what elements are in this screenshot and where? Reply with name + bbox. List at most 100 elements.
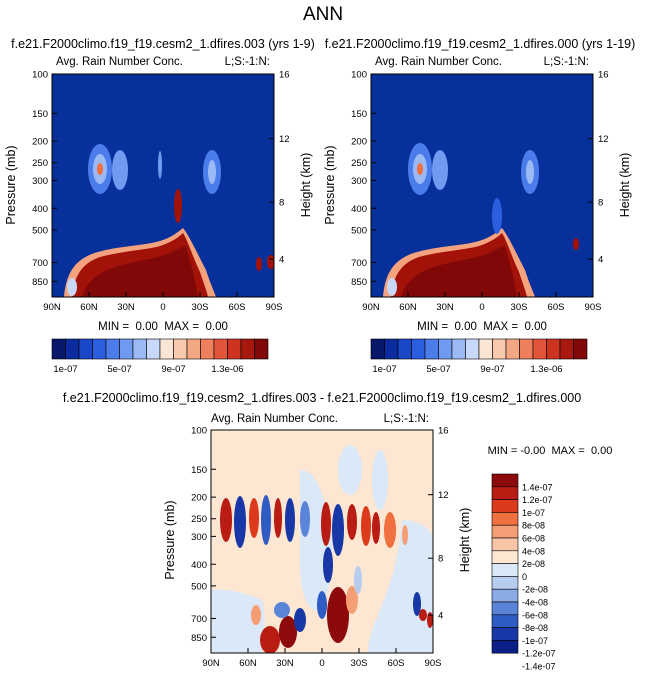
colorbar-swatch — [146, 338, 161, 360]
panel-1-feature-2 — [112, 150, 128, 190]
x-tick-label: 60S — [229, 302, 246, 313]
colorbar-label: -2e-08 — [522, 585, 548, 595]
x-tick-label: 60N — [399, 302, 417, 313]
colorbar-swatch — [573, 338, 588, 360]
right-tick-label: 4 — [598, 255, 603, 266]
x-tick-label: 60S — [548, 302, 565, 313]
colorbar-label: -8e-08 — [522, 623, 548, 633]
panel-3-axes: 100 150 200 250 300 400 500 700 850 90N 60N 30N 0 30S… — [191, 426, 448, 670]
x-tick-label: 0 — [160, 302, 165, 313]
x-tick-label: 30N — [276, 658, 294, 669]
colorbar-swatch — [384, 338, 399, 360]
y-tick-label: 700 — [32, 258, 48, 269]
colorbar-label: 2e-08 — [522, 559, 545, 569]
colorbar-swatch — [491, 627, 519, 641]
x-tick-label: 30N — [117, 302, 135, 313]
right-tick-label: 8 — [598, 198, 603, 209]
colorbar-swatch — [424, 338, 439, 360]
colorbar-swatch — [92, 338, 107, 360]
colorbar-label: 8e-08 — [522, 521, 545, 531]
panel-3-stats: MIN = -0.00 MAX = 0.00 — [488, 445, 613, 457]
colorbar-swatch — [491, 576, 519, 590]
panel-2-subtitle-left: Avg. Rain Number Conc. — [375, 56, 502, 68]
right-tick-label: 4 — [279, 255, 284, 266]
y-tick-label: 700 — [351, 258, 367, 269]
panel-1-subtitle-left: Avg. Rain Number Conc. — [56, 56, 183, 68]
panel-3-colorbar: 1.4e-07 1.2e-07 1e-07 8e-08 6e-08 4e-08 2e-08 0… — [491, 473, 556, 672]
right-tick-label: 4 — [438, 611, 443, 622]
panel-1-field — [52, 74, 274, 297]
panel-1-title: f.e21.F2000climo.f19_f19.cesm2_1.dfires.… — [11, 37, 315, 51]
panel-1-feature-3 — [158, 151, 162, 179]
colorbar-swatch — [132, 338, 147, 360]
y-tick-label: 250 — [32, 158, 48, 169]
panel-2-feature-4 — [492, 198, 502, 234]
colorbar-label: 4e-08 — [522, 546, 545, 556]
colorbar-swatch — [491, 473, 519, 488]
x-tick-label: 90S — [585, 302, 602, 313]
colorbar-swatch — [559, 338, 574, 360]
y-tick-label: 150 — [191, 465, 207, 476]
panel-2-title: f.e21.F2000climo.f19_f19.cesm2_1.dfires.… — [325, 37, 636, 51]
x-tick-label: 90S — [266, 302, 283, 313]
colorbar-swatch — [492, 338, 507, 360]
colorbar-swatch — [491, 499, 519, 513]
y-tick-label: 100 — [191, 426, 207, 437]
colorbar-swatch — [119, 338, 134, 360]
colorbar-swatch — [213, 338, 228, 360]
colorbar-label: 1e-07 — [372, 364, 396, 375]
panel-3-upper-dipoles — [220, 495, 408, 556]
colorbar-swatch — [397, 338, 412, 360]
colorbar-label: 1.4e-07 — [522, 482, 553, 492]
colorbar-swatch — [491, 601, 519, 616]
panel-3: f.e21.F2000climo.f19_f19.cesm2_1.dfires.… — [63, 391, 613, 672]
colorbar-swatch — [491, 563, 519, 577]
x-tick-label: 30S — [351, 658, 368, 669]
colorbar-label: 9e-07 — [480, 364, 504, 375]
y-tick-label: 500 — [191, 581, 207, 592]
right-tick-label: 12 — [279, 134, 290, 145]
colorbar-label: 0 — [522, 572, 527, 582]
panel-1-feature-6 — [256, 257, 262, 271]
right-tick-label: 16 — [438, 426, 449, 437]
x-tick-label: 0 — [479, 302, 484, 313]
colorbar-label: 9e-07 — [161, 364, 185, 375]
colorbar-swatch — [105, 338, 120, 360]
colorbar-label: 6e-08 — [522, 534, 545, 544]
colorbar-label: -1e-07 — [522, 636, 548, 646]
y-tick-label: 400 — [191, 560, 207, 571]
y-tick-label: 850 — [191, 633, 207, 644]
colorbar-swatch — [438, 338, 453, 360]
panel-1-ylabel-right: Height (km) — [299, 153, 313, 218]
x-tick-label: 90N — [362, 302, 380, 313]
colorbar-swatch — [200, 338, 215, 360]
y-tick-label: 200 — [32, 137, 48, 148]
panel-3-ylabel: Pressure (mb) — [163, 500, 177, 579]
page-title: ANN — [303, 4, 343, 25]
colorbar-label: -6e-08 — [522, 610, 548, 620]
y-tick-label: 850 — [351, 277, 367, 288]
colorbar-swatch — [491, 512, 519, 526]
colorbar-label: 1e-07 — [53, 364, 77, 375]
colorbar-swatch — [465, 338, 480, 360]
right-tick-label: 12 — [438, 490, 449, 501]
colorbar-label: 1.3e-06 — [530, 364, 562, 375]
panel-3-lower-features — [251, 547, 433, 653]
colorbar-label: 5e-07 — [426, 364, 450, 375]
x-tick-label: 60S — [388, 658, 405, 669]
colorbar-swatch — [491, 524, 519, 539]
y-tick-label: 500 — [351, 225, 367, 236]
right-tick-label: 12 — [598, 134, 609, 145]
colorbar-swatch — [173, 338, 188, 360]
x-tick-label: 60N — [239, 658, 257, 669]
colorbar-swatch — [491, 614, 519, 628]
colorbar-swatch — [411, 338, 426, 360]
colorbar-swatch — [505, 338, 520, 360]
y-tick-label: 200 — [351, 137, 367, 148]
panel-1-subtitle-right: L;S:-1:N: — [225, 56, 270, 68]
colorbar-swatch — [546, 338, 561, 360]
right-tick-label: 16 — [598, 70, 609, 81]
colorbar-label: -1.2e-07 — [522, 649, 556, 659]
colorbar-swatch — [51, 338, 66, 360]
